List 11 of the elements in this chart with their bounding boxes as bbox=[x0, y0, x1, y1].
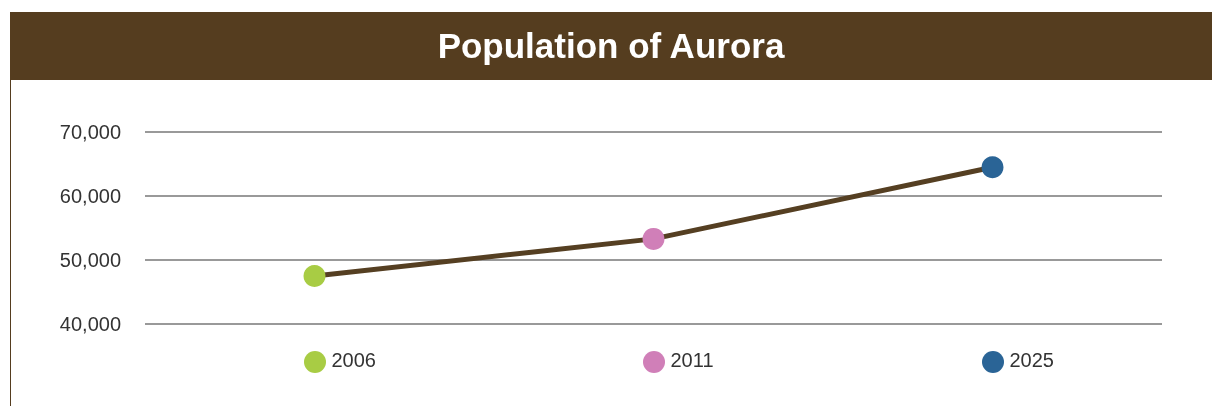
y-tick-label: 70,000 bbox=[59, 121, 121, 143]
chart-title: Population of Aurora bbox=[10, 12, 1212, 80]
y-tick-label: 60,000 bbox=[59, 185, 121, 207]
x-tick-label: 2011 bbox=[670, 349, 714, 371]
x-tick-label: 2006 bbox=[331, 349, 376, 371]
x-tick-label: 2025 bbox=[1009, 349, 1054, 371]
point bbox=[981, 156, 1004, 179]
point bbox=[303, 265, 326, 287]
point bbox=[642, 227, 665, 250]
y-tick-label: 40,000 bbox=[59, 313, 121, 335]
y-tick-label: 50,000 bbox=[59, 249, 121, 271]
